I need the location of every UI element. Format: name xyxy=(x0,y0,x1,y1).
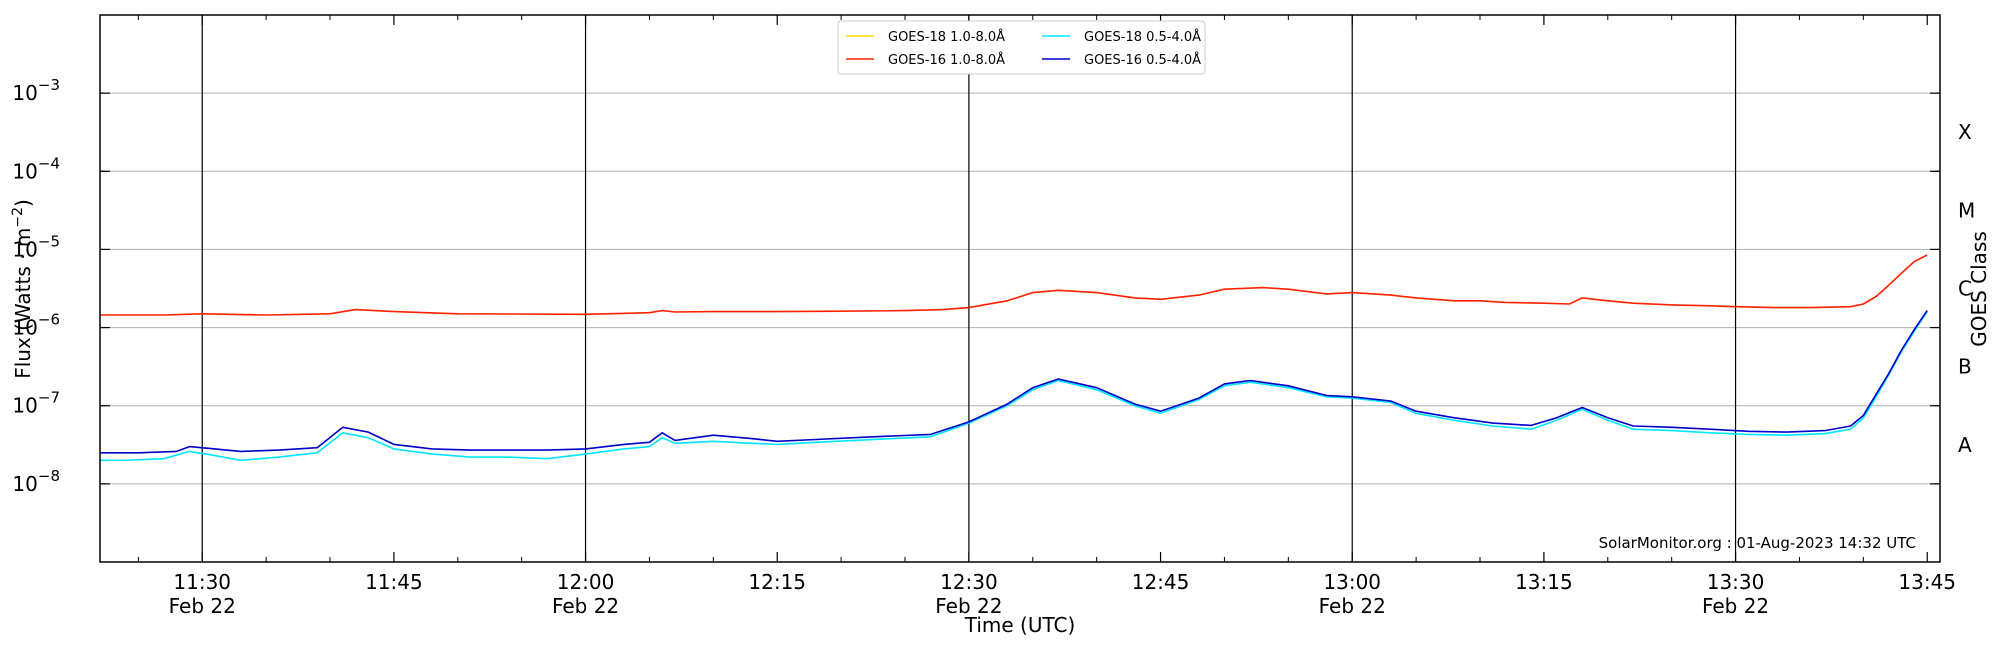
legend-box xyxy=(837,20,1206,75)
goes-class-label: X xyxy=(1958,120,1972,144)
y-tick-label-base: 10 xyxy=(12,316,37,340)
y-tick-label-base: 10 xyxy=(12,237,37,261)
y-tick-label-base: 10 xyxy=(12,394,37,418)
x-tick-label: 11:30 xyxy=(173,570,231,594)
y-tick-label-exponent: −6 xyxy=(38,311,60,329)
y-tick-label-exponent: −3 xyxy=(38,76,60,94)
y-tick-label: 10−3 xyxy=(12,76,60,105)
credit-annotation: SolarMonitor.org : 01-Aug-2023 14:32 UTC xyxy=(1599,534,1916,552)
y-tick-label-base: 10 xyxy=(12,81,37,105)
x-tick-label: 12:00 xyxy=(557,570,615,594)
y-tick-label: 10−7 xyxy=(12,389,60,418)
x-tick-date-label: Feb 22 xyxy=(169,594,236,618)
x-tick-date-label: Feb 22 xyxy=(1319,594,1386,618)
grid-layer xyxy=(100,92,1940,485)
series-line-4 xyxy=(100,310,1928,454)
y-tick-label-base: 10 xyxy=(12,472,37,496)
y-tick-label: 10−6 xyxy=(12,311,60,340)
goes-class-label: B xyxy=(1958,355,1972,379)
goes-class-label: M xyxy=(1958,198,1975,222)
goes-class-label: A xyxy=(1958,433,1972,457)
y-tick-label-exponent: −4 xyxy=(38,154,60,172)
x-tick-label: 11:45 xyxy=(365,570,423,594)
x-tick-label: 13:30 xyxy=(1707,570,1765,594)
vertical-marker-layer xyxy=(201,15,1737,562)
y-axis-title-exponent: −2 xyxy=(10,207,26,228)
x-tick-label: 12:30 xyxy=(940,570,998,594)
y-tick-label: 10−4 xyxy=(12,154,60,183)
y-tick-label-exponent: −5 xyxy=(38,232,60,250)
legend-label: GOES-16 1.0-8.0Å xyxy=(888,52,1005,68)
series-line-2 xyxy=(100,254,1928,316)
goes-class-axis-title: GOES Class xyxy=(1967,231,1991,347)
x-tick-label: 12:45 xyxy=(1132,570,1190,594)
x-tick-label: 13:45 xyxy=(1898,570,1956,594)
y-tick-label: 10−8 xyxy=(12,467,60,496)
series-layer xyxy=(100,254,1928,462)
x-tick-date-label: Feb 22 xyxy=(1702,594,1769,618)
y-axis-title: Flux (Watts · m−2) xyxy=(10,199,35,379)
x-tick-label: 13:00 xyxy=(1323,570,1381,594)
legend-label: GOES-16 0.5-4.0Å xyxy=(1084,52,1201,68)
plot-frame xyxy=(99,14,1941,563)
goes-class-label: C xyxy=(1958,277,1972,301)
y-tick-label: 10−5 xyxy=(12,232,60,261)
y-axis-title-main: Flux (Watts · m xyxy=(11,228,35,379)
legend-label: GOES-18 1.0-8.0Å xyxy=(888,29,1005,45)
x-tick-label: 12:15 xyxy=(748,570,806,594)
y-tick-label-exponent: −8 xyxy=(38,467,60,485)
x-axis-title: Time (UTC) xyxy=(964,613,1076,637)
x-tick-label: 13:15 xyxy=(1515,570,1573,594)
series-line-3 xyxy=(100,311,1928,462)
legend: GOES-18 1.0-8.0Å GOES-16 1.0-8.0Å GOES-18 … xyxy=(837,20,1206,75)
x-tick-date-label: Feb 22 xyxy=(552,594,619,618)
y-tick-label-base: 10 xyxy=(12,159,37,183)
x-tick-date-label: Feb 22 xyxy=(935,594,1002,618)
y-tick-label-exponent: −7 xyxy=(38,389,60,407)
legend-label: GOES-18 0.5-4.0Å xyxy=(1084,29,1201,45)
y-axis-title-close: ) xyxy=(11,199,35,207)
